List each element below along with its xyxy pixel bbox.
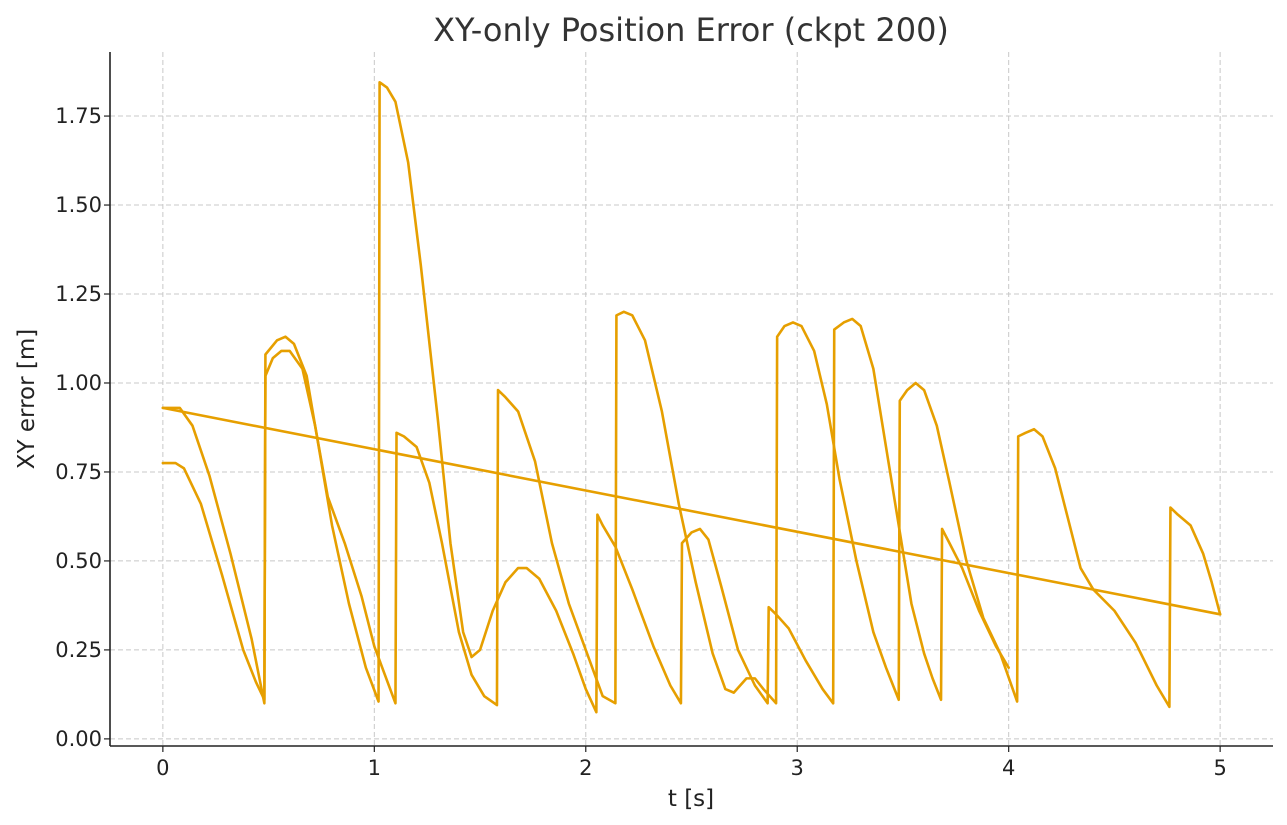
series-line-1 (161, 310, 1222, 709)
y-tick-label: 1.00 (55, 371, 102, 395)
series-line-3 (161, 406, 1222, 616)
x-tick-label: 2 (579, 756, 592, 780)
x-axis-ticks: 0 1 2 3 4 5 (156, 746, 1227, 780)
series-layer (161, 80, 1222, 714)
y-tick-label: 0.75 (55, 460, 102, 484)
x-tick-label: 3 (791, 756, 804, 780)
y-tick-label: 0.25 (55, 638, 102, 662)
x-tick-label: 5 (1213, 756, 1226, 780)
y-tick-label: 1.50 (55, 193, 102, 217)
grid (110, 52, 1273, 746)
y-axis-label: XY error [m] (14, 329, 40, 469)
series-line-2 (161, 80, 1010, 714)
y-tick-label: 1.25 (55, 282, 102, 306)
x-tick-label: 0 (156, 756, 169, 780)
x-tick-label: 4 (1002, 756, 1015, 780)
chart-title: XY-only Position Error (ckpt 200) (433, 11, 949, 49)
x-axis-label: t [s] (668, 786, 714, 812)
y-tick-label: 0.00 (55, 727, 102, 751)
y-axis-ticks: 0.00 0.25 0.50 0.75 1.00 1.25 1.50 1.75 (55, 104, 110, 751)
y-tick-label: 1.75 (55, 104, 102, 128)
y-tick-label: 0.50 (55, 549, 102, 573)
x-tick-label: 1 (368, 756, 381, 780)
